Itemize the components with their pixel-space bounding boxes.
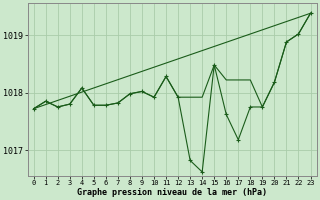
X-axis label: Graphe pression niveau de la mer (hPa): Graphe pression niveau de la mer (hPa)	[77, 188, 267, 197]
